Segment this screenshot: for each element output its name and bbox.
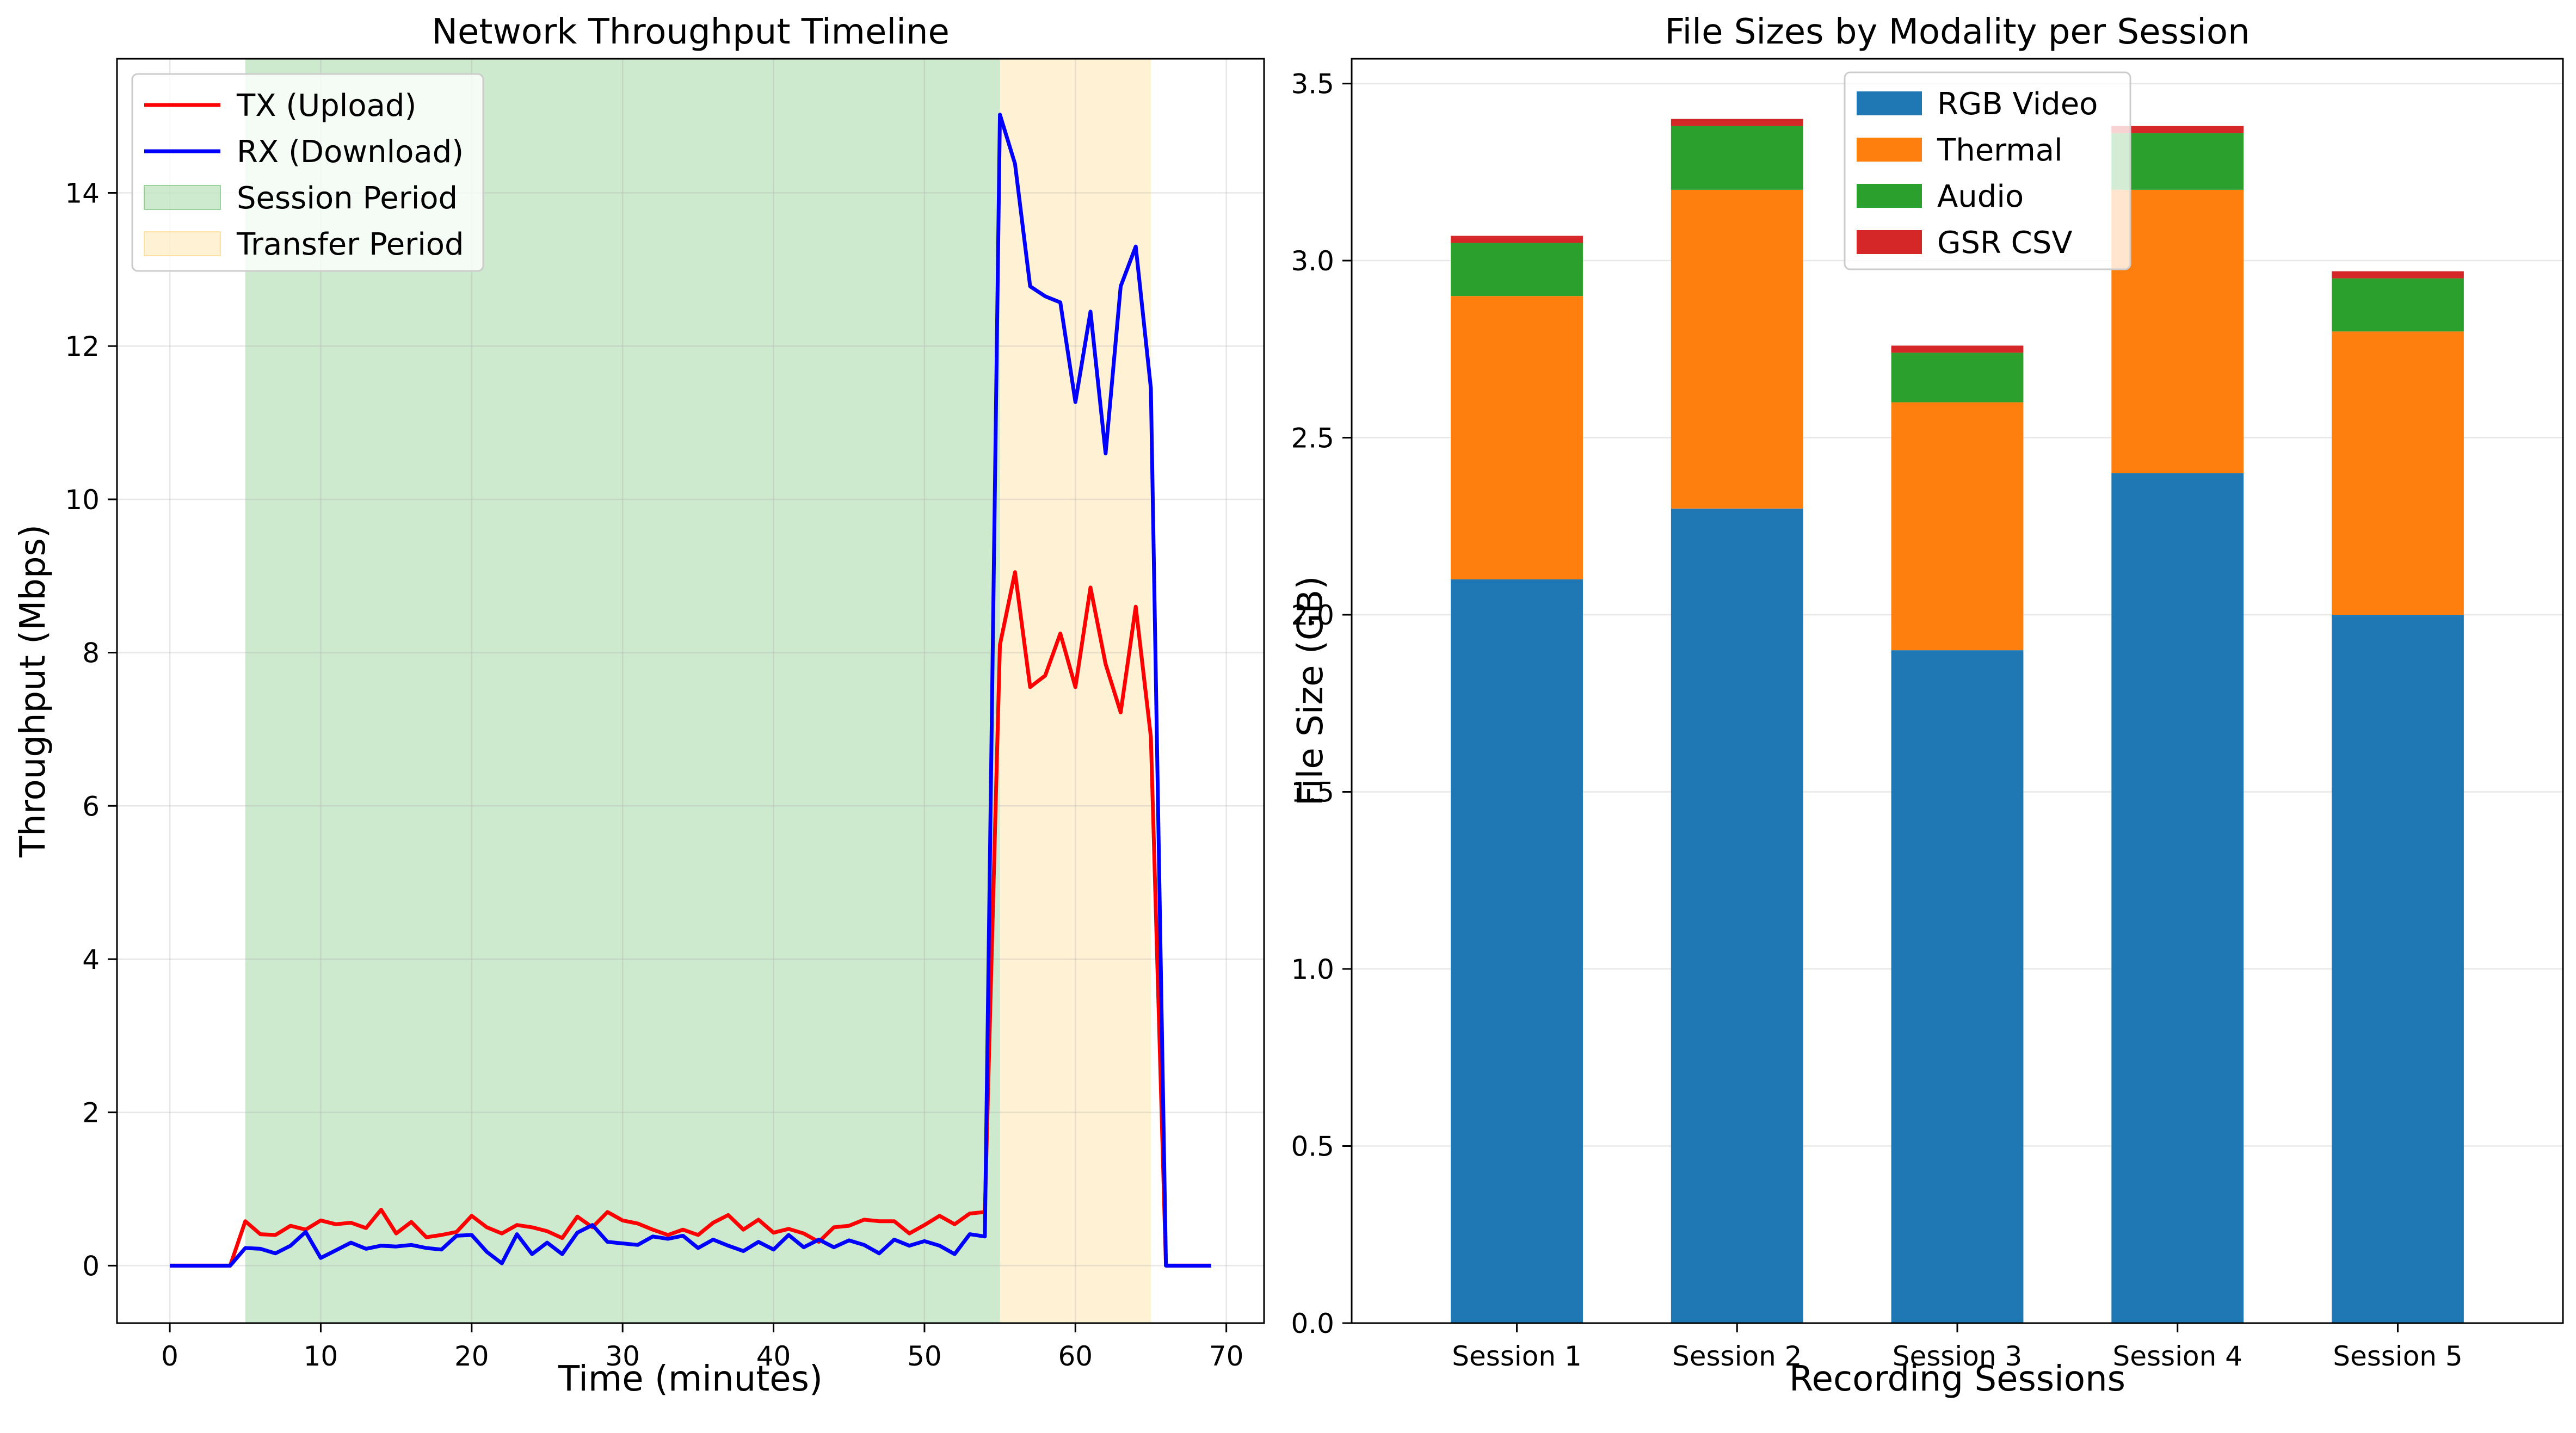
x-tick-label: 10 [304,1341,338,1372]
x-tick-label: 0 [161,1341,178,1372]
y-tick-label: 0.0 [1291,1308,1334,1339]
bar-thermal [2111,189,2244,473]
y-tick-label: 4 [82,944,100,975]
left-x-axis-label: Time (minutes) [558,1359,823,1399]
series-line-1 [170,113,1211,1268]
stacked-bars [1451,119,2464,1324]
bar-audio [1451,243,1583,297]
bar-rgb-video [2111,473,2244,1324]
bar-audio [1891,353,2024,403]
bar-gsr-csv [1671,119,1803,126]
right-chart-title: File Sizes by Modality per Session [1665,12,2250,52]
bar-rgb-video [1451,579,1583,1323]
left-y-axis-label: Throughput (Mbps) [13,524,53,858]
bar-gsr-csv [2332,271,2464,279]
legend-label: Audio [1937,179,2024,214]
y-tick-label: 2.0 [1291,600,1334,631]
x-tick-label: 70 [1209,1341,1244,1372]
left-legend: TX (Upload) RX (Download) Session Period Tr… [131,73,484,272]
legend-patch-swatch [1857,91,1922,115]
legend-label: TX (Upload) [236,88,416,123]
bar-thermal [1671,189,1803,509]
throughput-lines [170,113,1211,1268]
y-tick-label: 10 [65,484,100,516]
x-tick-label: 40 [756,1341,791,1372]
left-grid [117,59,1264,1323]
y-tick-label: 0 [82,1250,100,1282]
series-line-0 [170,570,1211,1268]
x-tick-label: 60 [1058,1341,1093,1372]
bar-rgb-video [1891,650,2024,1323]
legend-label: GSR CSV [1937,225,2073,261]
right-ticks: 0.0 0.5 1.0 1.5 2.0 2.5 3.0 3.5 Session 1 Session… [1291,69,2462,1372]
x-tick-label: Session 1 [1452,1341,1581,1372]
y-tick-label: 8 [82,638,100,669]
legend-label: Transfer Period [236,227,464,262]
y-tick-label: 6 [82,790,100,822]
right-x-axis-label: Recording Sessions [1789,1359,2125,1399]
legend-label: Session Period [237,181,458,216]
y-tick-label: 3.5 [1291,69,1334,100]
legend-patch-swatch [144,231,221,256]
throughput-chart: 0 10 20 30 40 50 60 70 0 2 4 6 8 10 12 14 Network Throu… [13,12,1265,1399]
x-tick-label: Session 2 [1672,1341,1802,1372]
y-tick-label: 2 [82,1097,100,1129]
legend-label: Thermal [1937,133,2063,168]
legend-patch-swatch [1857,230,1922,254]
y-tick-label: 1.0 [1291,954,1334,985]
legend-patch-swatch [1857,138,1922,162]
y-tick-label: 12 [65,331,100,362]
y-tick-label: 2.5 [1291,423,1334,454]
y-tick-label: 1.5 [1291,777,1334,808]
legend-label: RGB Video [1937,87,2098,122]
left-plot-frame [116,58,1265,1324]
legend-patch-swatch [1857,184,1922,208]
right-y-axis-label: File Size (GB) [1291,576,1331,806]
bar-thermal [1451,296,1583,579]
bar-thermal [1891,402,2024,651]
left-legend-box [131,73,484,272]
x-tick-label: Session 3 [1893,1341,2022,1372]
left-ticks: 0 10 20 30 40 50 60 70 0 2 4 6 8 10 12 14 [65,177,1243,1372]
x-tick-label: 50 [907,1341,942,1372]
bar-audio [2111,133,2244,190]
left-chart-title: Network Throughput Timeline [432,12,950,52]
y-tick-label: 3.0 [1291,245,1334,277]
right-legend: RGB Video Thermal Audio GSR CSV [1844,71,2131,270]
x-tick-label: 20 [454,1341,489,1372]
y-tick-label: 14 [65,177,100,209]
bar-rgb-video [1671,508,1803,1323]
file-size-chart: 0.0 0.5 1.0 1.5 2.0 2.5 3.0 3.5 Session 1 Session… [1291,12,2564,1399]
bar-audio [2332,278,2464,332]
bar-rgb-video [2332,615,2464,1323]
x-tick-label: Session 4 [2112,1341,2242,1372]
x-tick-label: 30 [605,1341,640,1372]
y-tick-label: 0.5 [1291,1131,1334,1163]
bar-gsr-csv [1891,345,2024,353]
x-tick-label: Session 5 [2333,1341,2462,1372]
bar-gsr-csv [2111,126,2244,133]
bar-audio [1671,126,1803,190]
legend-label: RX (Download) [237,134,464,170]
bar-thermal [2332,331,2464,615]
legend-patch-swatch [144,185,221,210]
right-legend-box [1844,71,2131,270]
bar-gsr-csv [1451,236,1583,243]
